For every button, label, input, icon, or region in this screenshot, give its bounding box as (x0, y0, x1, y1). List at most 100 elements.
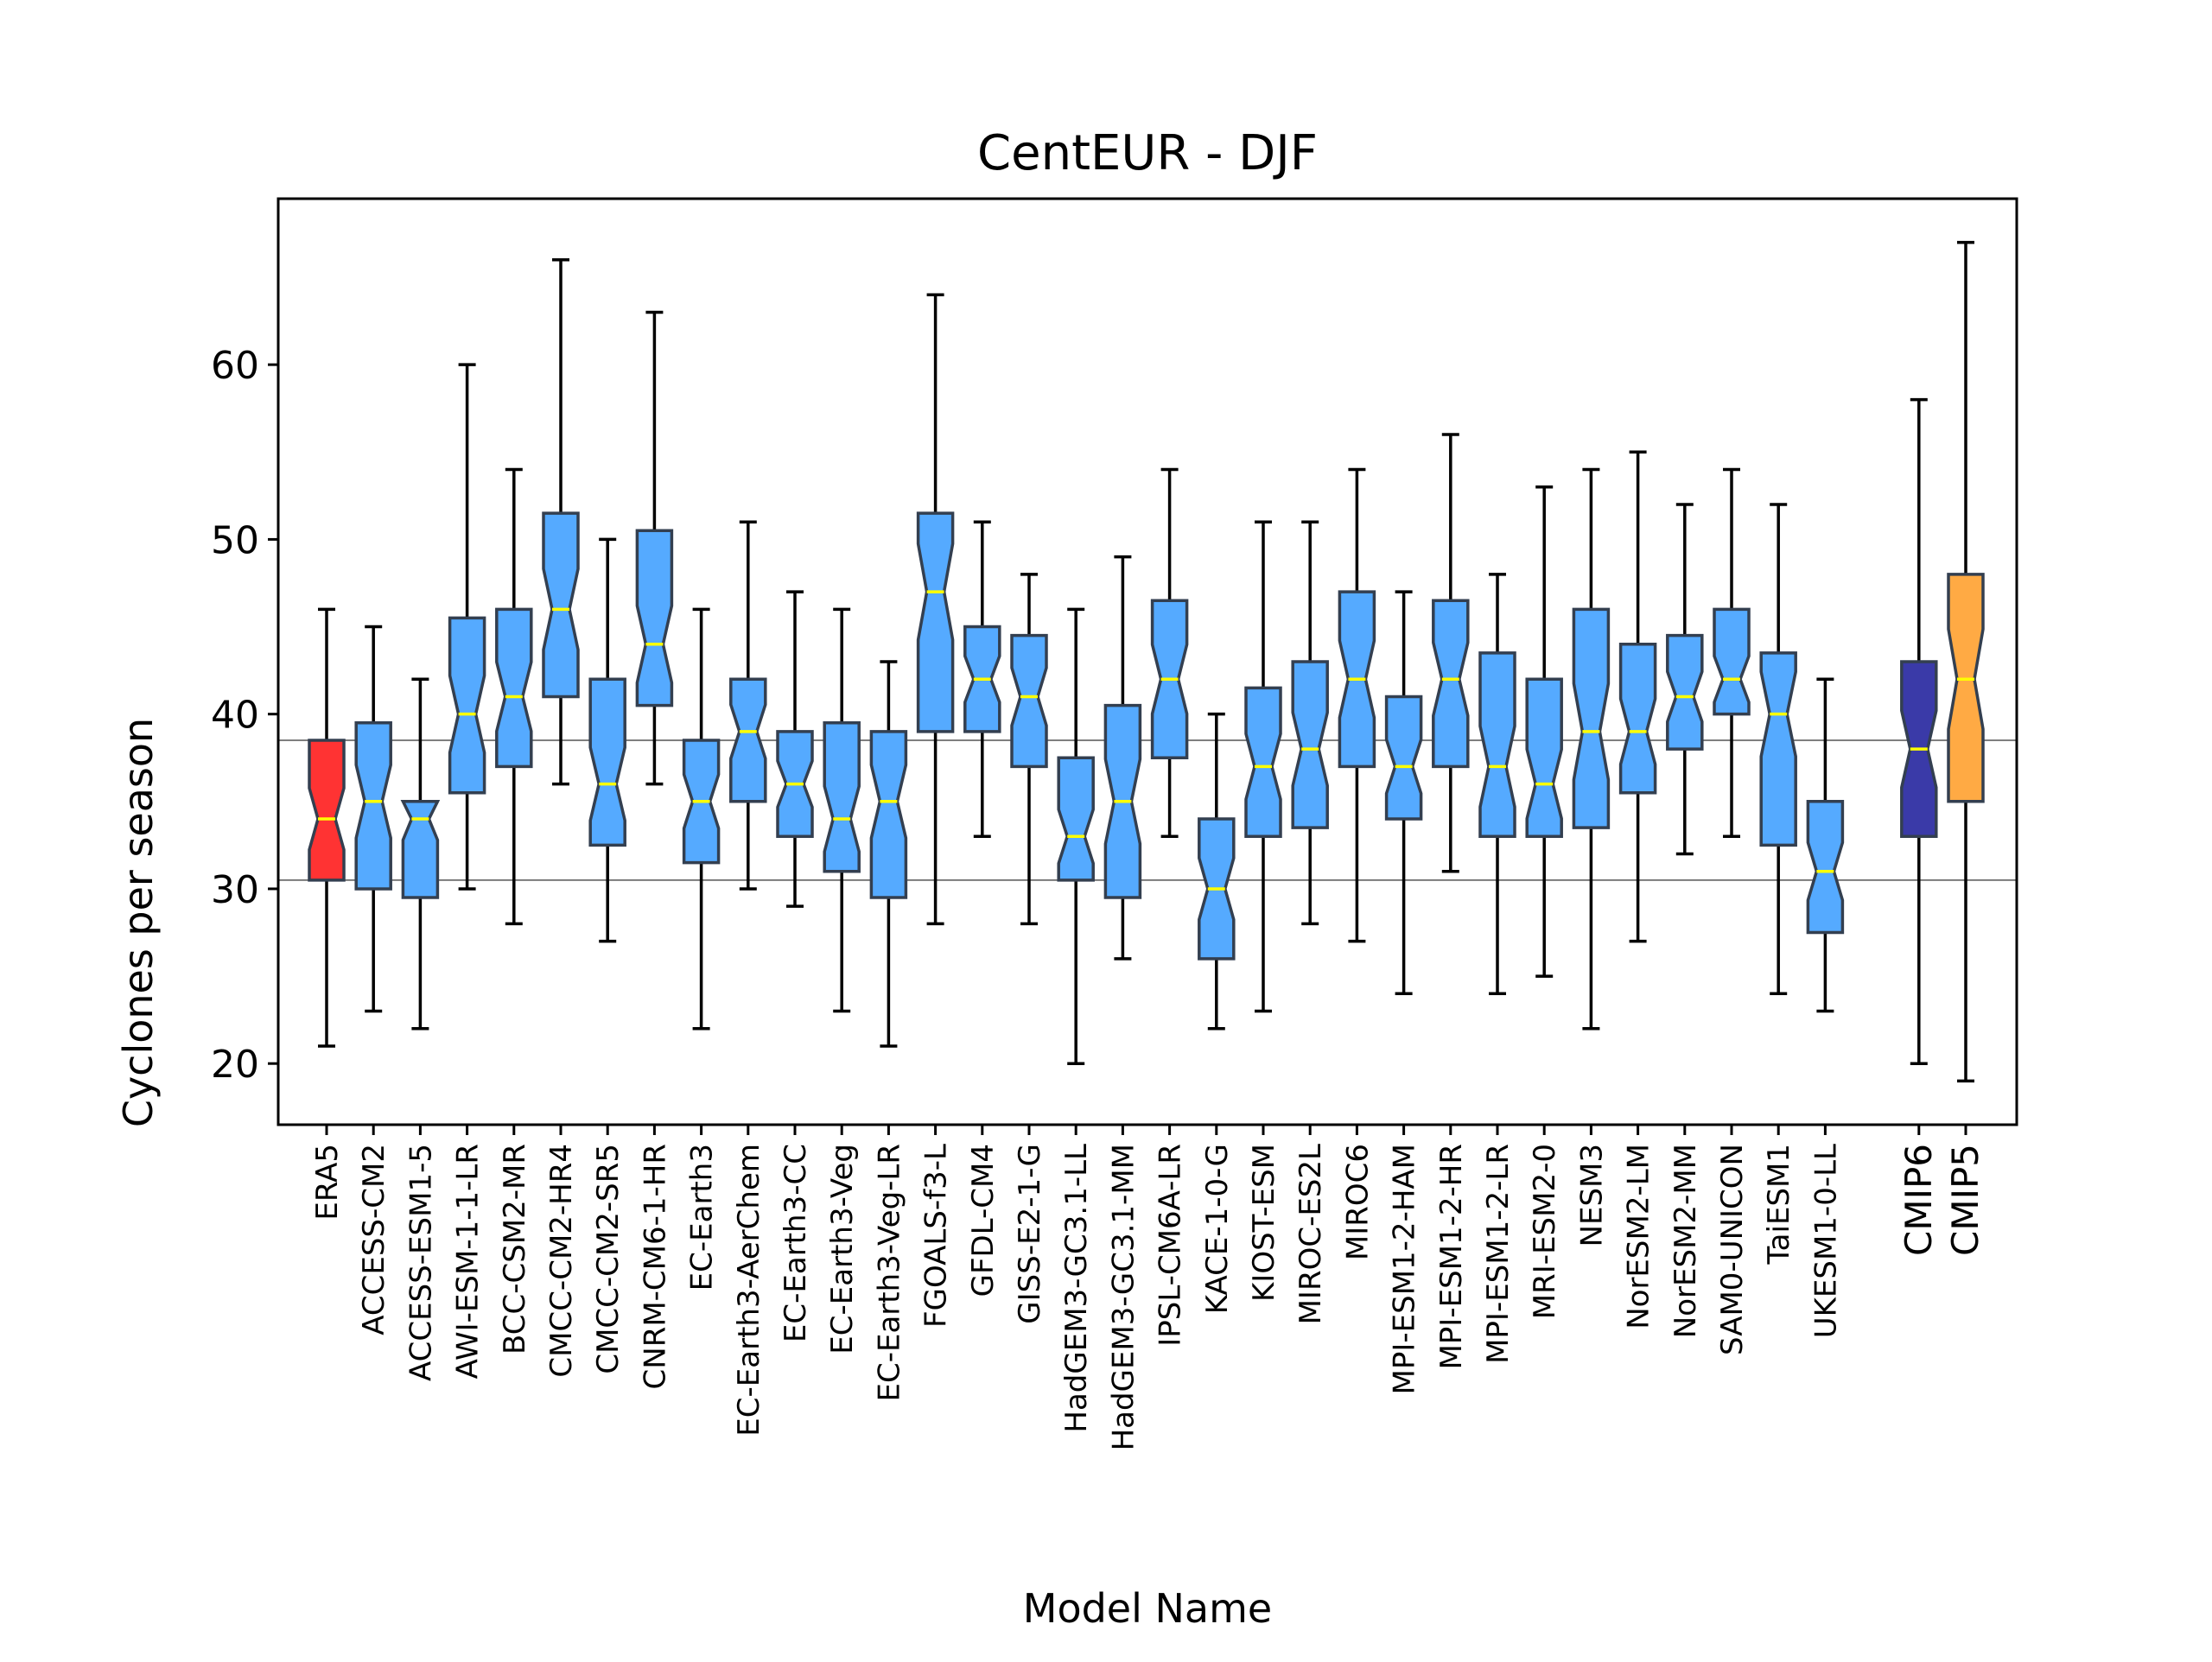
box-FGOALS-f3-L (916, 293, 955, 926)
box-CMIP6 (1900, 397, 1938, 1065)
box-body (1010, 633, 1048, 769)
box-body (542, 511, 580, 699)
box-NESM3 (1572, 467, 1611, 1031)
box-body (495, 607, 533, 769)
x-tick-label: GFDL-CM4 (966, 1144, 1001, 1297)
box-HadGEM3-GC3.1-MM (1103, 555, 1142, 961)
box-GFDL-CM4 (963, 520, 1001, 839)
y-tick-label: 60 (211, 344, 259, 388)
box-body (1666, 633, 1704, 751)
box-EC-Earth3-Veg-LR (869, 660, 908, 1048)
x-tick-label: EC-Earth3-AerChem (732, 1144, 766, 1437)
box-body (448, 616, 486, 795)
x-tick-label: MIROC6 (1340, 1144, 1375, 1260)
x-tick-label: AWI-ESM-1-1-LR (451, 1144, 486, 1379)
x-tick-label: UKESM1-0-LL (1808, 1144, 1843, 1338)
x-axis-ticks: ERA5 ACCESS-CM2 ACCESS-ESM1-5 AWI-ESM-1-1-L… (310, 1125, 1986, 1450)
box-body (1057, 756, 1095, 882)
x-tick-label: ACCESS-ESM1-5 (404, 1144, 438, 1381)
chart-title: CentEUR - DJF (977, 125, 1318, 181)
box-MIROC-ES2L (1291, 520, 1329, 926)
x-tick-label: NorESM2-LM (1622, 1144, 1656, 1329)
box-MPI-ESM1-2-LR (1478, 573, 1516, 996)
box-body (869, 730, 908, 899)
x-tick-label: EC-Earth3-Veg (825, 1144, 860, 1354)
y-axis-ticks: 20 30 40 50 60 (211, 344, 278, 1087)
box-EC-Earth3-AerChem (729, 520, 767, 891)
x-tick-label: BCC-CSM2-MR (498, 1144, 532, 1354)
reference-lines (278, 739, 2017, 881)
box-body (635, 529, 674, 707)
x-tick-label: IPSL-CM6A-LR (1154, 1144, 1188, 1347)
x-tick-label: ACCESS-CM2 (357, 1144, 391, 1335)
box-KACE-1-0-G (1198, 712, 1236, 1031)
x-tick-label: EC-Earth3 (685, 1144, 720, 1291)
box-EC-Earth3-Veg (823, 607, 861, 1013)
box-CMIP5 (1947, 240, 1985, 1083)
x-tick-label: KIOST-ESM (1247, 1144, 1281, 1302)
x-tick-label: MPI-ESM1-2-LR (1481, 1144, 1516, 1364)
box-body (1947, 573, 1985, 803)
plot-frame (276, 197, 2018, 1126)
box-body (1291, 660, 1329, 829)
box-body (823, 721, 861, 873)
box-UKESM1-0-LL (1806, 677, 1845, 1013)
x-tick-label: GISS-E2-1-G (1013, 1144, 1047, 1324)
x-tick-label: MIROC-ES2L (1294, 1144, 1328, 1324)
x-tick-label: CMCC-CM2-SR5 (591, 1144, 626, 1374)
box-body (1384, 695, 1423, 821)
x-axis-label: Model Name (1023, 1585, 1272, 1632)
box-ERA5 (308, 607, 346, 1048)
x-tick-label: MRI-ESM2-0 (1528, 1144, 1562, 1319)
x-tick-label: HadGEM3-GC3.1-MM (1106, 1144, 1141, 1450)
box-body (400, 800, 441, 899)
box-KIOST-ESM (1244, 520, 1282, 1013)
box-AWI-ESM-1-1-LR (448, 363, 486, 891)
box-CMCC-CM2-SR5 (588, 537, 626, 943)
box-MRI-ESM2-0 (1525, 485, 1563, 978)
box-ACCESS-CM2 (354, 625, 392, 1013)
box-body (308, 739, 346, 882)
box-body (1478, 651, 1516, 839)
x-tick-label: EC-Earth3-CC (779, 1144, 813, 1342)
box-IPSL-CM6A-LR (1150, 467, 1189, 839)
box-body (729, 677, 767, 803)
box-body (1432, 599, 1470, 769)
box-group (308, 240, 1985, 1083)
x-tick-label: CMIP6 (1897, 1144, 1940, 1256)
y-tick-label: 30 (211, 868, 259, 912)
box-TaiESM1 (1759, 503, 1797, 996)
box-body (1759, 651, 1797, 847)
x-tick-label: CMIP5 (1944, 1144, 1986, 1256)
box-body (1572, 607, 1611, 829)
box-EC-Earth3 (682, 607, 721, 1031)
box-NorESM2-MM (1666, 503, 1704, 856)
box-CMCC-CM2-HR4 (542, 258, 580, 786)
box-body (354, 721, 392, 891)
x-tick-label: EC-Earth3-Veg-LR (872, 1144, 906, 1402)
x-tick-label: CMCC-CM2-HR4 (544, 1144, 579, 1378)
box-body (1713, 607, 1751, 716)
x-tick-label: KACE-1-0-G (1200, 1144, 1235, 1314)
box-body (916, 511, 955, 733)
box-body (588, 677, 626, 847)
x-tick-label: MPI-ESM1-2-HR (1434, 1144, 1469, 1370)
box-HadGEM3-GC3.1-LL (1057, 607, 1095, 1065)
x-tick-label: HadGEM3-GC3.1-LL (1059, 1144, 1094, 1433)
y-tick-label: 20 (211, 1043, 259, 1087)
box-BCC-CSM2-MR (495, 467, 533, 926)
y-axis-label: Cyclones per season (115, 718, 162, 1127)
x-tick-label: MPI-ESM1-2-HAM (1388, 1144, 1422, 1395)
x-tick-label: CNRM-CM6-1-HR (638, 1144, 672, 1389)
box-body (1525, 677, 1563, 839)
x-tick-label: FGOALS-f3-L (919, 1144, 954, 1328)
x-tick-label: TaiESM1 (1762, 1144, 1796, 1265)
box-NorESM2-LM (1618, 450, 1657, 943)
box-EC-Earth3-CC (776, 590, 814, 908)
y-tick-label: 40 (211, 694, 259, 738)
box-GISS-E2-1-G (1010, 573, 1048, 926)
box-MPI-ESM1-2-HAM (1384, 590, 1423, 996)
x-tick-label: SAM0-UNICON (1715, 1144, 1750, 1355)
